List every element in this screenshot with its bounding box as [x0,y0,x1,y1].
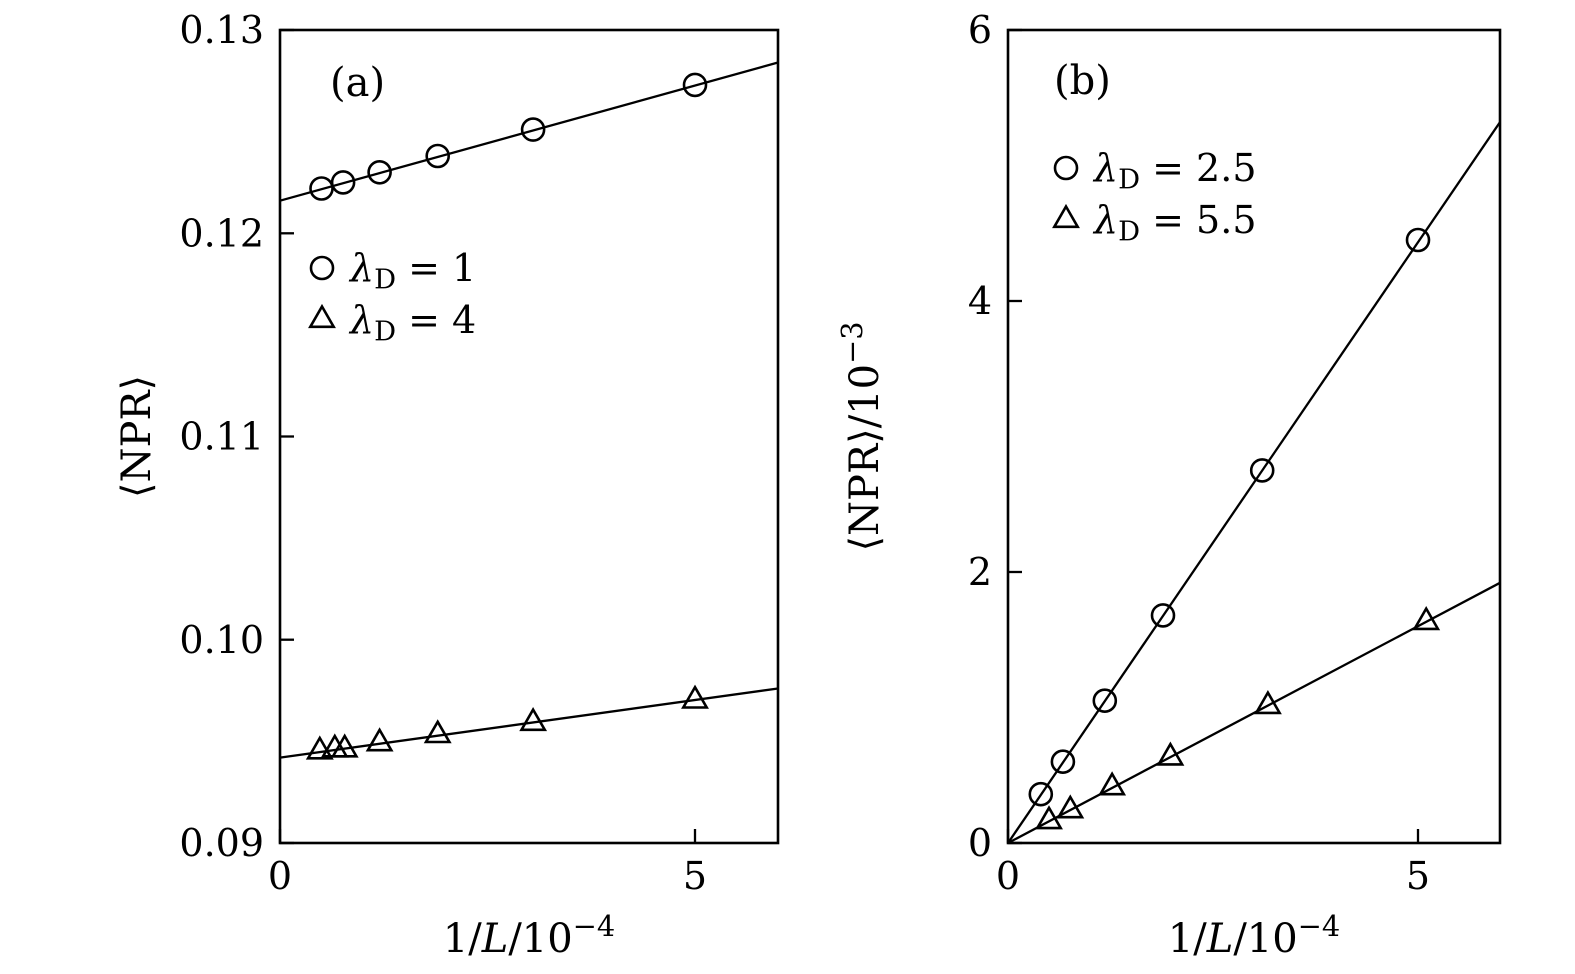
x-tick-label: 0 [996,854,1020,898]
y-axis-label: ⟨NPR⟩/10−3 [835,321,888,551]
panel-a: 0 5 0.09 0.10 0.11 0.12 0.13 1/L/10−4 ⟨NPR⟩ (a) λD… [114,8,780,962]
data-point-circle [1405,227,1431,253]
y-tick-label: 0.13 [179,8,264,52]
panel-label: (a) [330,60,385,106]
data-point-triangle [330,733,359,758]
data-point-triangle [1035,805,1063,830]
legend-label: λD = 1 [348,246,476,296]
fit-line-circle [1007,121,1501,844]
data-point-triangle [1253,689,1282,715]
data-point-triangle [1056,794,1085,819]
data-point-circle [330,170,356,195]
y-axis-label: ⟨NPR⟩ [114,375,160,498]
data-point-triangle [1412,605,1441,631]
legend-marker-circle [1053,155,1079,181]
data-point-triangle [423,719,452,744]
data-point-circle [367,160,392,185]
legend-label: λD = 2.5 [1092,146,1257,196]
data-point-circle [1028,781,1054,807]
legend-marker-triangle [1052,203,1080,229]
panel-b: 0 5 0 2 4 6 1/L/10−4 ⟨NPR⟩/10−3 (b) λD = 2.5λD = … [835,8,1502,962]
legend-marker-triangle [308,303,336,329]
panel-label: (b) [1054,58,1111,104]
legend-item: λD = 4 [308,298,476,348]
y-tick-label: 0.12 [179,211,264,255]
data-point-circle [1249,458,1275,483]
legend-item: λD = 5.5 [1052,198,1257,248]
data-point-triangle [519,706,548,732]
data-point-circle [1050,749,1076,775]
y-tick-label: 2 [968,550,992,594]
data-point-circle [1092,688,1118,714]
legend-marker-circle [309,255,335,281]
data-point-circle [1150,603,1176,628]
data-point-triangle [681,684,709,709]
fit-line-circle [279,61,779,202]
y-tick-label: 0.11 [179,415,264,459]
fit-line-triangle [1007,581,1501,845]
y-tick-label: 0 [968,821,992,865]
y-tick-label: 6 [968,8,992,52]
y-tick-label: 0.09 [179,821,264,865]
legend-item: λD = 2.5 [1053,146,1257,196]
x-tick-label: 5 [1406,854,1430,898]
legend-label: λD = 4 [348,298,476,348]
data-point-triangle [1156,741,1185,766]
data-point-circle [425,143,451,169]
y-tick-label: 4 [968,279,992,323]
y-tick-label: 0.10 [179,618,264,662]
x-axis-label: 1/L/10−4 [1168,909,1340,962]
data-point-circle [520,117,546,142]
x-tick-label: 5 [683,854,707,898]
data-point-triangle [365,727,394,752]
fit-line-triangle [279,687,779,759]
legend-label: λD = 5.5 [1092,198,1257,248]
x-tick-label: 0 [268,854,292,898]
x-axis-label: 1/L/10−4 [443,909,615,962]
legend-item: λD = 1 [309,246,476,296]
data-point-triangle [1098,771,1127,796]
data-point-triangle [305,735,334,760]
data-point-circle [682,72,708,98]
axes-frame [1006,28,1502,845]
